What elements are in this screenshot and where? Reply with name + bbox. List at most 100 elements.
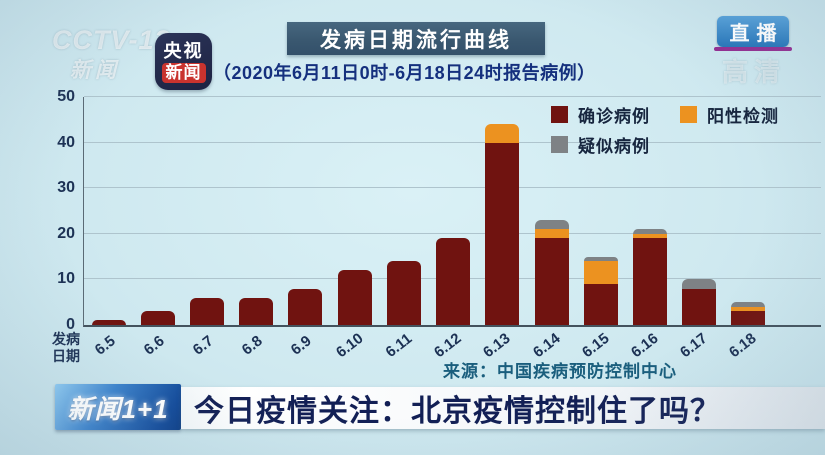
chart-legend: 确诊病例 阳性检测疑似病例 bbox=[551, 102, 779, 157]
bar-6.15 bbox=[583, 256, 618, 325]
chart-title-banner: 发病日期流行曲线 bbox=[287, 22, 545, 55]
legend-swatch bbox=[551, 106, 568, 123]
bar-segment-阳性检测 bbox=[731, 306, 766, 312]
bar-6.17 bbox=[682, 279, 717, 325]
y-tick-20: 20 bbox=[57, 224, 75, 242]
bar-group-6.10: 6.10 bbox=[330, 97, 379, 361]
x-tick-6.7: 6.7 bbox=[189, 332, 217, 359]
y-tick-30: 30 bbox=[57, 179, 75, 197]
bar-6.18 bbox=[731, 302, 766, 325]
bar-6.16 bbox=[633, 229, 668, 325]
legend-label: 阳性检测 bbox=[707, 107, 779, 126]
bar-6.9 bbox=[288, 288, 323, 325]
bar-group-6.6: 6.6 bbox=[133, 97, 182, 359]
x-tick-6.5: 6.5 bbox=[91, 332, 119, 359]
bar-group-6.17: 6.17 bbox=[675, 97, 724, 361]
bar-segment-确诊病例 bbox=[239, 297, 274, 325]
bar-segment-确诊病例 bbox=[91, 320, 126, 325]
legend-label: 确诊病例 bbox=[578, 107, 650, 126]
bar-segment-阳性检测 bbox=[534, 229, 569, 239]
bar-group-6.15: 6.15 bbox=[576, 97, 625, 361]
bar-segment-确诊病例 bbox=[288, 288, 323, 325]
live-badge: 直播 bbox=[717, 16, 789, 47]
bar-6.12 bbox=[436, 238, 471, 325]
bar-segment-确诊病例 bbox=[436, 238, 471, 325]
bar-6.13 bbox=[485, 124, 520, 325]
bar-segment-确诊病例 bbox=[731, 311, 766, 325]
bar-group-6.14: 6.14 bbox=[527, 97, 576, 361]
y-tick-50: 50 bbox=[57, 88, 75, 105]
bar-segment-疑似病例 bbox=[534, 220, 569, 230]
x-tick-6.10: 6.10 bbox=[332, 329, 367, 362]
x-tick-6.18: 6.18 bbox=[726, 329, 760, 362]
bar-segment-阳性检测 bbox=[485, 124, 520, 143]
cctv-channel-watermark: CCTV-13 新闻 bbox=[52, 25, 171, 82]
x-tick-6.11: 6.11 bbox=[382, 330, 416, 361]
y-tick-10: 10 bbox=[57, 270, 75, 288]
bar-segment-疑似病例 bbox=[583, 256, 618, 262]
bar-segment-确诊病例 bbox=[337, 270, 372, 325]
bar-segment-疑似病例 bbox=[682, 279, 717, 289]
y-axis-labels: 0 10 20 30 40 50 bbox=[41, 88, 75, 333]
gridline-20 bbox=[84, 232, 821, 234]
bar-group-6.13: 6.13 bbox=[478, 97, 527, 361]
app-badge-line1: 央视 bbox=[163, 40, 204, 61]
app-badge-line2: 新闻 bbox=[161, 62, 206, 83]
legend-label: 疑似病例 bbox=[578, 137, 650, 156]
gridline-50 bbox=[84, 96, 821, 97]
bar-segment-疑似病例 bbox=[633, 229, 668, 234]
bar-group-6.5: 6.5 bbox=[84, 97, 133, 359]
bar-6.11 bbox=[386, 261, 421, 325]
headline-strip: 今日疫情关注：北京疫情控制住了吗？ bbox=[181, 387, 825, 429]
x-tick-6.17: 6.17 bbox=[677, 329, 711, 362]
bar-segment-确诊病例 bbox=[190, 297, 225, 325]
data-source-label: 来源：中国疾病预防控制中心 bbox=[443, 362, 677, 381]
cctv-news-app-badge: 央视 新闻 bbox=[155, 33, 212, 90]
bar-segment-确诊病例 bbox=[682, 288, 717, 325]
bar-segment-确诊病例 bbox=[583, 283, 618, 325]
bar-6.14 bbox=[534, 220, 569, 325]
bar-segment-确诊病例 bbox=[485, 142, 520, 325]
x-axis-title: 发病 日期 bbox=[52, 331, 80, 364]
bar-group-6.9: 6.9 bbox=[281, 97, 330, 359]
bar-6.10 bbox=[337, 270, 372, 325]
bar-group-6.11: 6.11 bbox=[379, 97, 428, 361]
legend-swatch bbox=[680, 106, 697, 123]
bar-segment-阳性检测 bbox=[633, 233, 668, 239]
gridline-30 bbox=[84, 187, 821, 189]
x-tick-6.6: 6.6 bbox=[140, 332, 168, 359]
bar-6.8 bbox=[239, 297, 274, 325]
bar-group-6.8: 6.8 bbox=[232, 97, 281, 359]
y-tick-40: 40 bbox=[57, 133, 75, 151]
y-tick-0: 0 bbox=[66, 316, 75, 333]
headline-text: 今日疫情关注：北京疫情控制住了吗？ bbox=[194, 395, 721, 428]
bar-group-6.7: 6.7 bbox=[182, 97, 231, 359]
bar-segment-疑似病例 bbox=[731, 302, 766, 307]
legend-item-确诊病例: 确诊病例 bbox=[551, 102, 650, 127]
bar-series: 6.5 6.6 6.7 6.8 6.9 6.10 6.11 6.12 6.13 6.14 6.15 6… bbox=[84, 97, 773, 361]
bar-segment-确诊病例 bbox=[534, 238, 569, 325]
hd-watermark: 高清 bbox=[722, 57, 787, 87]
x-tick-6.9: 6.9 bbox=[288, 332, 316, 359]
legend-item-疑似病例: 疑似病例 bbox=[551, 132, 650, 157]
bar-segment-阳性检测 bbox=[583, 261, 618, 284]
bar-segment-确诊病例 bbox=[633, 238, 668, 325]
bar-6.5 bbox=[91, 320, 126, 325]
x-tick-6.8: 6.8 bbox=[239, 332, 266, 359]
bar-group-6.16: 6.16 bbox=[625, 97, 674, 361]
legend-swatch bbox=[551, 136, 568, 153]
cctv-news-label: 新闻 bbox=[70, 59, 120, 82]
legend-item-阳性检测: 阳性检测 bbox=[680, 102, 779, 127]
bar-6.7 bbox=[190, 297, 225, 325]
bar-segment-确诊病例 bbox=[386, 261, 421, 325]
bar-group-6.12: 6.12 bbox=[429, 97, 478, 361]
bar-group-6.18: 6.18 bbox=[724, 97, 773, 361]
chart-subtitle: （2020年6月11日0时-6月18日24时报告病例） bbox=[213, 63, 596, 83]
program-logo-xinwen1plus1: 新闻1+1 bbox=[55, 384, 181, 430]
bar-6.6 bbox=[140, 311, 175, 325]
chart-plot-area: 0 10 20 30 40 50 6.5 6.6 6.7 6.8 6.9 6.10 6.11 6.12 6… bbox=[57, 88, 821, 361]
cctv-13-logo: CCTV-13 bbox=[52, 25, 171, 55]
bar-segment-确诊病例 bbox=[140, 311, 175, 325]
live-badge-underline bbox=[714, 47, 792, 51]
